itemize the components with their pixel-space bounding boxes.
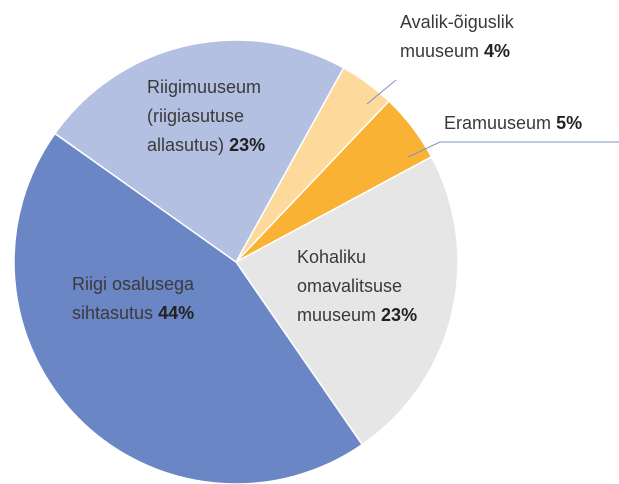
slice-label: Avalik-õiguslik muuseum 4%	[400, 8, 560, 66]
category-label: Riigi osalusega sihtasutus	[72, 274, 195, 323]
slice-label: Kohaliku omavalitsuse muuseum 23%	[297, 243, 457, 330]
category-label: Eramuuseum	[444, 113, 552, 133]
value-label: 4%	[484, 41, 511, 61]
category-label: Riigimuuseum (riigiasutuse allasutus)	[147, 77, 262, 155]
slice-label: Riigimuuseum (riigiasutuse allasutus) 23…	[147, 73, 307, 160]
value-label: 23%	[381, 305, 418, 325]
leader-line	[407, 141, 619, 158]
pie-slice	[234, 155, 459, 446]
pie-slice	[53, 39, 345, 264]
value-label: 44%	[158, 303, 195, 323]
slice-label: Eramuuseum 5%	[444, 109, 619, 138]
value-label: 23%	[229, 135, 266, 155]
pie-slice	[13, 132, 364, 484]
value-label: 5%	[556, 113, 583, 133]
category-label: Avalik-õiguslik muuseum	[400, 12, 514, 61]
leader-line	[366, 79, 397, 105]
category-label: Kohaliku omavalitsuse muuseum	[297, 247, 403, 325]
slice-label: Riigi osalusega sihtasutus 44%	[72, 270, 242, 328]
